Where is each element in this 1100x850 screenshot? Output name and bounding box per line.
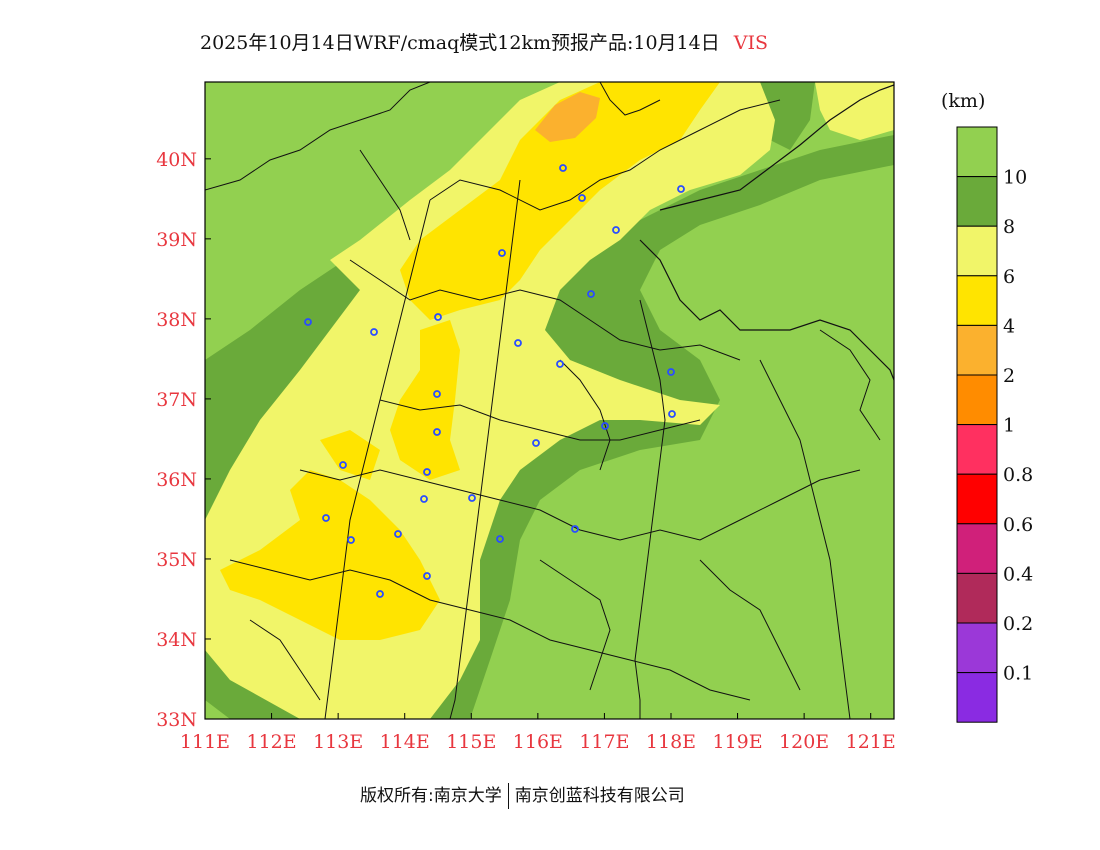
city-marker [532,439,540,447]
city-marker [556,360,564,368]
legend-swatch [956,473,998,525]
field-band-4-6-north [400,82,720,320]
latitude-axis: 33N 34N 35N 36N 37N 38N 39N 40N [156,149,211,731]
city-marker [420,495,428,503]
legend-colorbar: 10 8 6 4 2 1 0.8 0.6 0.4 0.2 0.1 [956,126,1033,723]
legend-swatch [956,225,998,277]
city-marker [578,194,586,202]
city-marker [433,390,441,398]
city-marker [668,410,676,418]
lon-tick-label: 112E [246,731,296,753]
city-marker [322,514,330,522]
city-marker [612,226,620,234]
field-band-6-8-ne [815,82,894,140]
city-marker [347,536,355,544]
legend-swatch [956,523,998,574]
legend-label: 0.1 [1003,663,1033,685]
city-marker [339,461,347,469]
lat-tick-label: 33N [156,709,197,731]
legend-swatch [956,275,998,326]
city-marker [559,164,567,172]
lat-tick-label: 34N [156,629,197,651]
coastline-north [659,84,894,211]
map-field [205,82,894,719]
city-marker [423,468,431,476]
lon-tick-label: 119E [712,731,762,753]
legend-unit: (km) [941,90,986,112]
lon-tick-label: 114E [380,731,430,753]
lat-tick-label: 37N [156,389,197,411]
legend-label: 0.6 [1003,514,1033,536]
legend-label: 6 [1003,266,1015,288]
city-marker [571,525,579,533]
field-band-4-6-sw [220,470,440,640]
city-marker [677,185,685,193]
city-marker [434,313,442,321]
footer-separator [507,783,509,809]
lon-tick-label: 121E [846,731,896,753]
legend-swatch [956,424,998,475]
city-markers [304,164,685,598]
city-marker [394,530,402,538]
city-marker [304,318,312,326]
legend-swatch [956,176,998,227]
lon-tick-label: 116E [513,731,563,753]
field-band-4-6-w [320,430,380,480]
title-text: 2025年10月14日WRF/cmaq模式12km预报产品:10月14日 [200,32,720,54]
city-marker [514,339,522,347]
map-title: 2025年10月14日WRF/cmaq模式12km预报产品:10月14日 VIS [200,28,768,55]
lon-tick-label: 120E [779,731,829,753]
lon-tick-label: 117E [579,731,629,753]
lat-tick-label: 40N [156,149,197,171]
footer-company: 南京创蓝科技有限公司 [514,786,685,806]
longitude-axis: 111E 112E 113E 114E 115E 116E 117E 118E 119E 120E… [180,713,896,753]
field-band-2-4 [535,92,600,142]
city-marker [370,328,378,336]
coastline [639,239,894,381]
legend-swatch [956,374,998,426]
city-marker [498,249,506,257]
legend-swatch [956,126,998,178]
boundaries [205,82,881,719]
city-marker [468,494,476,502]
footer: 版权所有:南京大学 南京创蓝科技有限公司 [360,781,685,809]
legend-label: 0.2 [1003,613,1033,635]
lat-tick-label: 38N [156,309,197,331]
lat-tick-label: 35N [156,549,197,571]
legend-swatch [956,572,998,624]
city-marker [587,290,595,298]
field-band-8-10-north [760,82,815,150]
lon-tick-label: 115E [446,731,496,753]
city-marker [667,368,675,376]
footer-copyright: 版权所有:南京大学 [360,786,502,806]
legend-label: 10 [1003,167,1027,189]
legend-label: 2 [1003,365,1015,387]
title-variable: VIS [733,32,768,54]
city-marker [376,590,384,598]
legend-label: 8 [1003,216,1015,238]
legend-swatch [956,324,998,376]
legend-label: 0.8 [1003,464,1033,486]
city-marker [601,422,609,430]
lat-tick-label: 39N [156,229,197,251]
legend-swatch [956,672,998,723]
city-marker [496,535,504,543]
legend-label: 0.4 [1003,563,1033,585]
lon-tick-label: 111E [180,731,230,753]
lon-tick-label: 113E [313,731,363,753]
field-band-4-6-mid [390,320,460,480]
legend-swatch [956,622,998,674]
map-frame [204,81,895,720]
city-marker [433,428,441,436]
legend-label: 1 [1003,415,1015,437]
lat-tick-label: 36N [156,469,197,491]
lon-tick-label: 118E [646,731,696,753]
city-marker [423,572,431,580]
legend-label: 4 [1003,315,1015,337]
